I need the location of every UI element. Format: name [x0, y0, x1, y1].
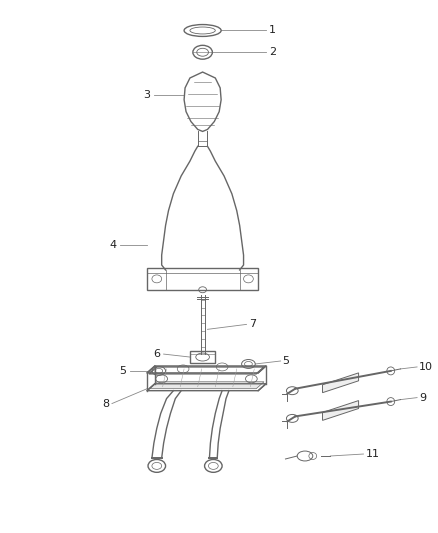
Polygon shape — [322, 373, 359, 393]
Text: 4: 4 — [110, 240, 117, 250]
Text: 5: 5 — [283, 356, 290, 366]
Text: 6: 6 — [154, 349, 161, 359]
Text: 9: 9 — [419, 393, 426, 402]
Text: 5: 5 — [120, 366, 127, 376]
Text: 10: 10 — [419, 362, 433, 372]
Text: 8: 8 — [102, 399, 109, 409]
Text: 11: 11 — [365, 449, 379, 459]
Polygon shape — [322, 401, 359, 421]
Text: 1: 1 — [269, 26, 276, 36]
Bar — [147, 268, 258, 290]
Polygon shape — [149, 382, 264, 389]
Text: 3: 3 — [143, 90, 150, 100]
Bar — [190, 351, 215, 363]
Text: 7: 7 — [249, 319, 257, 329]
Text: 2: 2 — [269, 47, 276, 57]
